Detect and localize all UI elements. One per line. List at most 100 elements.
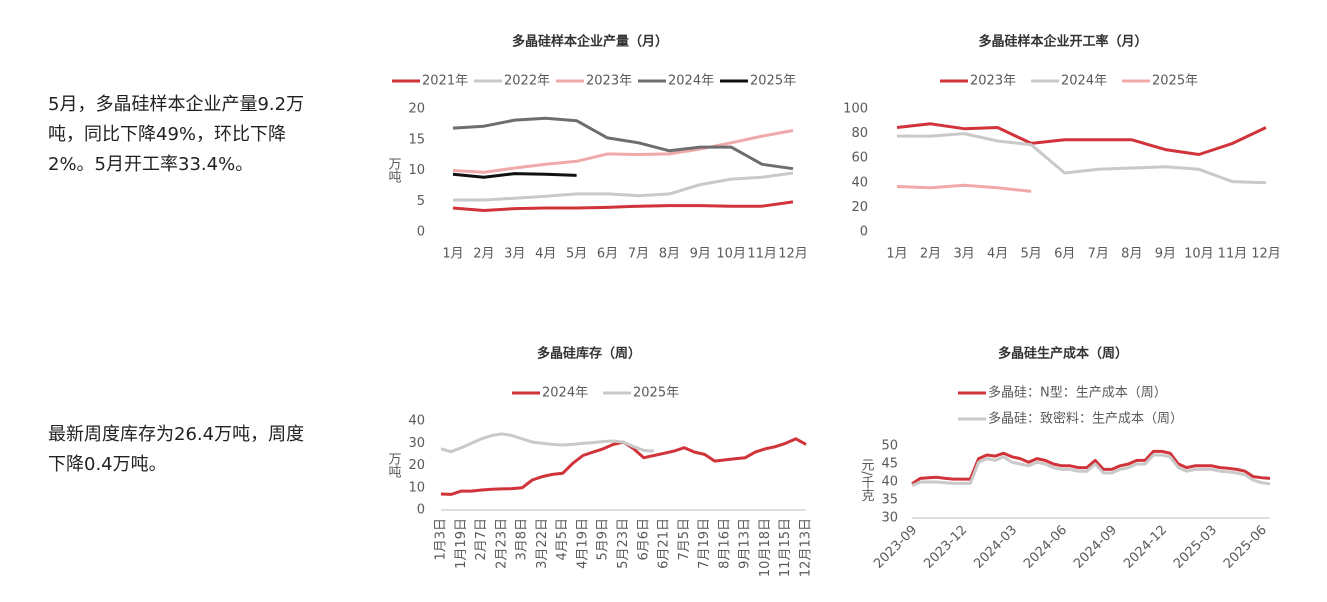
series-line — [452, 200, 794, 212]
legend-label: 2024年 — [668, 74, 714, 89]
y-tick-label: 0 — [417, 503, 425, 518]
y-tick-label: 0 — [860, 225, 868, 240]
legend-label: 2022年 — [504, 74, 550, 89]
x-tick-label: 4月19日 — [575, 518, 590, 569]
x-tick-label: 6月 — [1054, 247, 1075, 262]
series-line — [896, 122, 1267, 156]
x-tick-label: 12月13日 — [799, 518, 814, 577]
y-tick-label: 5 — [417, 194, 425, 209]
x-tick-label: 2月23日 — [494, 518, 509, 569]
x-tick-label: 7月19日 — [697, 518, 712, 569]
y-tick-label: 10 — [408, 163, 425, 178]
legend-label: 多晶硅：致密料：生产成本（周） — [988, 411, 1183, 427]
x-tick-label: 9月 — [690, 247, 711, 262]
x-tick-label: 2月7日 — [474, 518, 489, 561]
x-tick-label: 8月16日 — [717, 518, 732, 569]
y-tick-label: 20 — [851, 200, 868, 215]
legend-label: 2021年 — [422, 74, 468, 89]
summary-text: 5月，多晶硅样本企业产量9.2万吨，同比下降49%，环比下降2%。5月开工率33… — [48, 94, 305, 175]
x-tick-label: 6月21日 — [657, 518, 672, 569]
legend-label: 2025年 — [1152, 74, 1198, 89]
x-tick-label: 1月19日 — [454, 518, 469, 569]
x-tick-label: 2025-06 — [1221, 523, 1270, 572]
x-tick-label: 6月 — [597, 247, 618, 262]
y-tick-label: 20 — [408, 102, 425, 117]
x-tick-label: 2024-09 — [1071, 523, 1120, 572]
series-line — [911, 449, 1271, 486]
x-tick-label: 7月 — [1088, 247, 1109, 262]
x-tick-label: 5月23日 — [616, 518, 631, 569]
x-tick-label: 11月 — [1218, 247, 1248, 262]
x-tick-label: 11月15日 — [778, 518, 793, 577]
y-axis-label: 万吨 — [386, 452, 402, 478]
chart-title: 多晶硅样本企业产量（月） — [512, 34, 668, 50]
x-tick-label: 6月6日 — [636, 518, 651, 561]
series-line — [453, 171, 794, 202]
x-tick-label: 2024-06 — [1021, 523, 1070, 572]
chart-title: 多晶硅样本企业开工率（月） — [978, 34, 1147, 50]
x-tick-label: 4月5日 — [555, 518, 570, 561]
x-tick-label: 4月 — [987, 247, 1008, 262]
x-tick-label: 5月 — [566, 247, 587, 262]
x-tick-label: 4月 — [535, 247, 556, 262]
legend-label: 2023年 — [586, 74, 632, 89]
series-line — [897, 132, 1267, 185]
x-tick-label: 9月 — [1155, 247, 1176, 262]
y-tick-label: 50 — [881, 439, 898, 454]
chart-title: 多晶硅库存（周） — [537, 346, 641, 362]
x-tick-label: 2024-12 — [1121, 523, 1170, 572]
y-tick-label: 60 — [851, 151, 868, 166]
legend-label: 2025年 — [750, 74, 796, 89]
x-tick-label: 3月 — [504, 247, 525, 262]
x-tick-label: 2月 — [920, 247, 941, 262]
x-tick-label: 8月 — [659, 247, 680, 262]
series-line — [440, 437, 807, 496]
x-tick-label: 8月 — [1121, 247, 1142, 262]
y-tick-label: 0 — [417, 225, 425, 240]
y-tick-label: 15 — [408, 132, 425, 147]
x-tick-label: 2月 — [473, 247, 494, 262]
y-tick-label: 80 — [851, 126, 868, 141]
series-line — [896, 183, 1032, 193]
legend-label: 2024年 — [1061, 74, 1107, 89]
x-tick-label: 10月 — [716, 247, 746, 262]
summary-text: 最新周度库存为26.4万吨，周度下降0.4万吨。 — [48, 424, 305, 475]
x-tick-label: 11月 — [747, 247, 777, 262]
y-tick-label: 45 — [881, 457, 898, 472]
x-tick-label: 5月9日 — [596, 518, 611, 561]
series-line — [452, 172, 577, 179]
y-tick-label: 100 — [843, 102, 868, 117]
x-tick-label: 7月 — [628, 247, 649, 262]
x-tick-label: 12月 — [778, 247, 808, 262]
x-tick-label: 10月 — [1184, 247, 1214, 262]
y-axis-label: 元/千克 — [859, 458, 875, 503]
x-tick-label: 2024-03 — [971, 523, 1020, 572]
chart-title: 多晶硅生产成本（周） — [998, 346, 1128, 362]
x-tick-label: 3月 — [953, 247, 974, 262]
x-tick-label: 3月8日 — [515, 518, 530, 561]
x-tick-label: 12月 — [1251, 247, 1281, 262]
legend-label: 2025年 — [633, 386, 679, 401]
x-tick-label: 3月22日 — [535, 518, 550, 569]
x-tick-label: 2023-12 — [921, 523, 970, 572]
x-tick-label: 2025-03 — [1171, 523, 1220, 572]
x-tick-label: 1月3日 — [434, 518, 449, 561]
y-tick-label: 40 — [851, 175, 868, 190]
x-tick-label: 7月5日 — [677, 518, 692, 561]
y-tick-label: 20 — [408, 458, 425, 473]
series-line — [452, 129, 794, 174]
x-tick-label: 1月 — [442, 247, 463, 262]
x-tick-label: 9月13日 — [738, 518, 753, 569]
x-tick-label: 10月18日 — [758, 518, 773, 577]
y-tick-label: 30 — [408, 436, 425, 451]
legend-label: 多晶硅：N型：生产成本（周） — [988, 385, 1167, 401]
y-tick-label: 10 — [408, 480, 425, 495]
series-line — [911, 453, 1271, 487]
y-tick-label: 35 — [881, 493, 898, 508]
series-line — [452, 116, 794, 171]
y-tick-label: 40 — [881, 475, 898, 490]
y-axis-label: 万吨 — [386, 157, 402, 183]
x-tick-label: 1月 — [886, 247, 907, 262]
